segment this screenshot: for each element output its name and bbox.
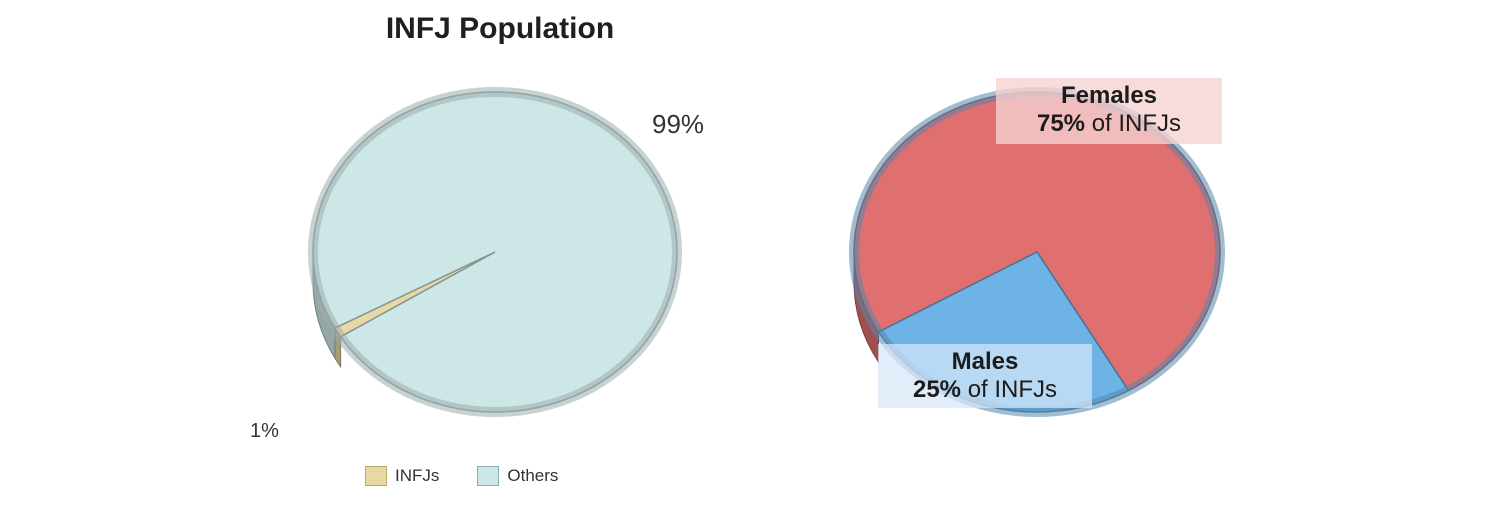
- callout-males: Males 25% of INFJs: [878, 344, 1092, 408]
- legend-item-others: Others: [477, 466, 558, 486]
- legend-item-infjs: INFJs: [365, 466, 439, 486]
- callout-females-suffix: of INFJs: [1091, 110, 1182, 137]
- callout-females: Females 75% of INFJs: [996, 78, 1222, 144]
- pie1-rim: [308, 87, 682, 417]
- legend-label-infjs: INFJs: [395, 466, 440, 485]
- legend-label-others: Others: [507, 466, 559, 485]
- callout-males-line: 25% of INFJs: [878, 376, 1092, 404]
- chart-title: INFJ Population: [385, 12, 615, 45]
- legend-swatch-others: [477, 466, 500, 486]
- callout-females-line: 75% of INFJs: [996, 110, 1222, 138]
- legend: INFJs Others: [365, 463, 558, 489]
- data-label-infjs: 1%: [250, 420, 279, 442]
- callout-females-head: Females: [1060, 82, 1158, 109]
- data-label-others: 99%: [652, 109, 704, 139]
- callout-females-pct: 75%: [1036, 110, 1086, 137]
- callout-males-head: Males: [951, 348, 1019, 375]
- callout-males-suffix: of INFJs: [967, 376, 1058, 403]
- callout-males-pct: 25%: [912, 376, 962, 403]
- legend-swatch-infjs: [365, 466, 387, 486]
